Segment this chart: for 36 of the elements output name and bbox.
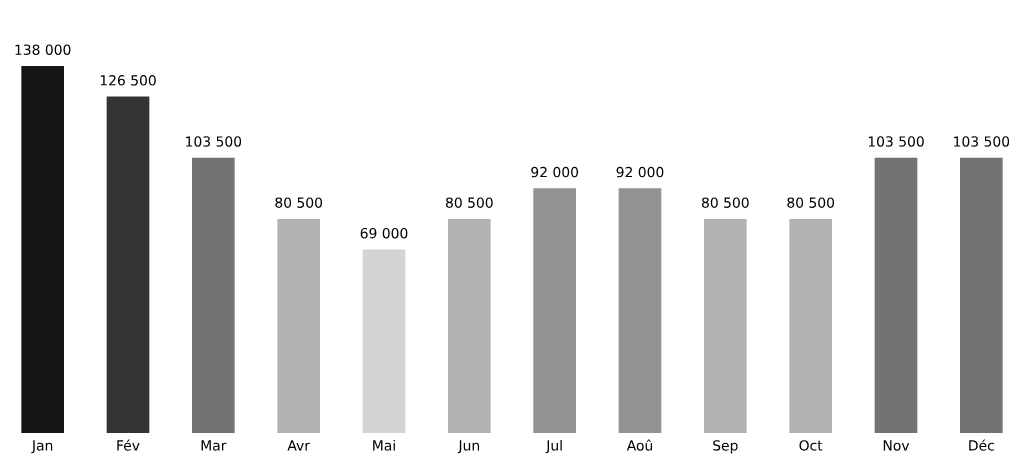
bar (874, 157, 918, 433)
data-label: 92 000 (531, 166, 579, 178)
data-label: 69 000 (360, 227, 408, 239)
x-tick-label: Déc (969, 439, 994, 451)
bar (960, 157, 1003, 433)
bar (448, 218, 491, 433)
x-tick-label: Jul (545, 439, 562, 454)
bar (789, 218, 832, 433)
bar (618, 188, 662, 433)
bar (362, 249, 406, 433)
data-label: 138 000 (15, 44, 71, 55)
data-label: 103 500 (186, 136, 242, 147)
x-tick-label: Fév (117, 439, 140, 451)
data-label: 92 000 (616, 166, 664, 178)
bar (21, 66, 64, 433)
bar (106, 96, 150, 433)
data-label: 103 500 (954, 136, 1010, 147)
bar (704, 218, 747, 433)
bar (277, 218, 320, 433)
x-tick-label: Avr (287, 440, 310, 451)
x-tick-label: Jan (31, 440, 53, 454)
data-label: 80 500 (787, 197, 835, 208)
data-label: 103 500 (868, 136, 924, 147)
x-tick-label: Oct (799, 440, 823, 451)
x-tick-label: Mar (201, 440, 227, 451)
x-tick-label: Mai (373, 439, 395, 451)
data-label: 80 500 (275, 197, 323, 208)
bar (192, 157, 235, 433)
data-label: 80 500 (701, 197, 749, 208)
x-tick-label: Jun (457, 440, 480, 454)
x-tick-label: Aoû (626, 439, 653, 451)
x-tick-label: Nov (883, 440, 910, 451)
x-tick-label: Sep (713, 440, 738, 454)
data-label: 126 500 (100, 75, 156, 86)
bar (533, 188, 576, 433)
data-label: 80 500 (445, 197, 493, 208)
